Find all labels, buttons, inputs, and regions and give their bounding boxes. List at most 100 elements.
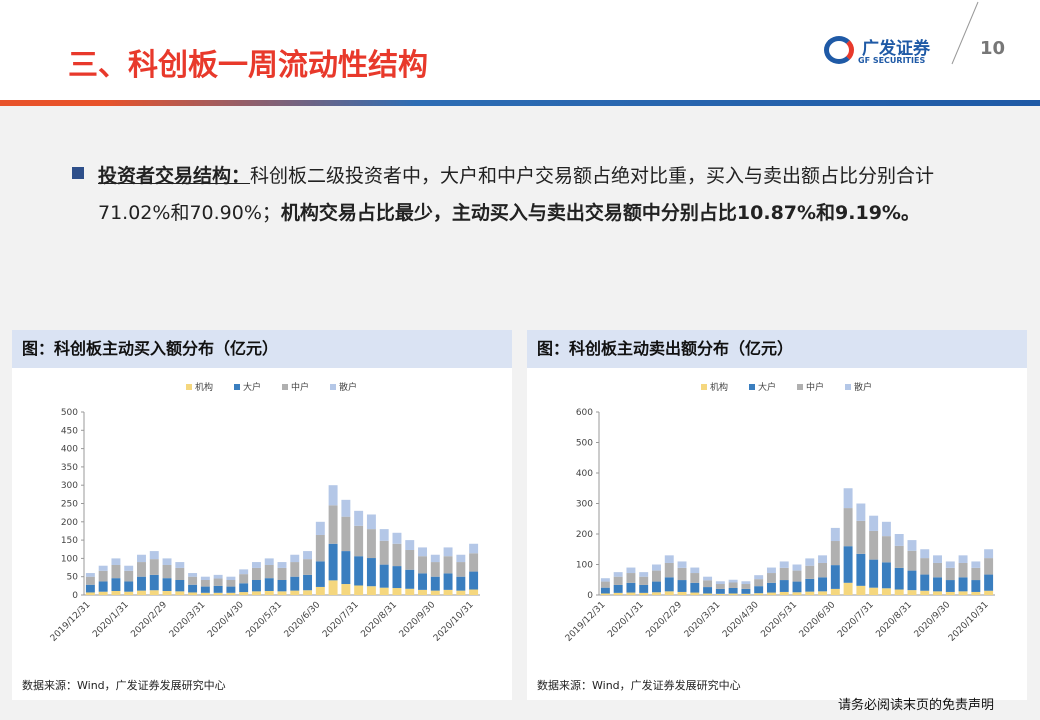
bar-segment xyxy=(418,573,427,590)
bar-segment xyxy=(881,521,891,537)
source-note: 数据来源：Wind，广发证券发展研究中心 xyxy=(537,679,741,692)
bar-segment xyxy=(907,550,917,571)
bar-segment xyxy=(754,575,764,580)
bar-segment xyxy=(613,592,623,595)
bar-segment xyxy=(418,547,427,557)
x-tick-label: 2020/8/31 xyxy=(359,600,399,640)
bar-segment xyxy=(188,592,198,595)
bar-segment xyxy=(984,574,994,591)
text-segment: 机构交易占比最少，主动买入与卖出交易额中分别占比10.87%和9.19%。 xyxy=(280,202,920,224)
bar-segment xyxy=(303,559,313,575)
bar-segment xyxy=(600,578,610,582)
x-tick-label: 2020/4/30 xyxy=(721,600,761,640)
bar-segment xyxy=(175,562,185,568)
bar-segment xyxy=(652,592,661,595)
x-tick-label: 2020/4/30 xyxy=(206,600,246,640)
y-tick-label: 400 xyxy=(576,469,593,479)
x-tick-label: 2020/1/31 xyxy=(606,600,646,640)
bar-segment xyxy=(945,591,955,595)
bar-segment xyxy=(754,586,764,594)
y-tick-label: 0 xyxy=(587,591,593,601)
bar-segment xyxy=(290,562,300,577)
bar-segment xyxy=(188,573,198,577)
bar-segment xyxy=(469,553,479,572)
chart-panel: 图：科创板主动买入额分布（亿元） 数据来源：Wind，广发证券发展研究中心 0 50 1… xyxy=(12,330,512,700)
legend-label: 机构 xyxy=(710,381,728,393)
bar-segment xyxy=(779,591,789,595)
bar-segment xyxy=(315,586,325,595)
y-tick-label: 300 xyxy=(61,481,78,491)
bar-segment xyxy=(830,588,840,595)
bar-segment xyxy=(277,579,287,592)
legend-swatch xyxy=(701,384,707,390)
bar-segment xyxy=(945,567,955,581)
bar-segment xyxy=(443,589,453,595)
bar-segment xyxy=(703,587,713,594)
bar-segment xyxy=(881,562,891,589)
bar-segment xyxy=(303,574,313,591)
bar-segment xyxy=(843,546,853,583)
bar-segment xyxy=(379,587,389,595)
y-tick-label: 600 xyxy=(576,408,593,418)
bar-segment xyxy=(766,592,776,595)
bar-segment xyxy=(843,582,853,595)
bar-segment xyxy=(149,574,159,591)
bar-segment xyxy=(85,573,95,577)
bar-segment xyxy=(984,558,994,575)
bar-segment xyxy=(792,581,802,593)
bar-segment xyxy=(315,561,325,587)
bar-segment xyxy=(162,564,172,579)
x-tick-label: 2020/9/30 xyxy=(398,600,438,640)
bar-segment xyxy=(469,543,479,554)
y-tick-label: 200 xyxy=(61,518,78,528)
x-tick-label: 2020/8/31 xyxy=(874,600,914,640)
bar-segment xyxy=(328,505,338,544)
bar-segment xyxy=(971,567,981,581)
bar-segment xyxy=(728,579,738,583)
bar-segment xyxy=(98,570,108,582)
bar-segment xyxy=(85,576,95,585)
bar-segment xyxy=(754,593,764,595)
bar-segment xyxy=(85,584,95,593)
legend-label: 机构 xyxy=(195,381,213,393)
bar-segment xyxy=(805,578,815,592)
bar-segment xyxy=(277,567,287,580)
chart-panel: 图：科创板主动卖出额分布（亿元） 数据来源：Wind，广发证券发展研究中心 0 100… xyxy=(527,330,1027,700)
bar-segment xyxy=(111,558,121,565)
bar-segment xyxy=(175,567,185,580)
bar-segment xyxy=(98,581,108,592)
x-tick-label: 2020/2/29 xyxy=(129,600,169,640)
bar-segment xyxy=(690,573,700,583)
bar-segment xyxy=(984,590,994,595)
legend-swatch xyxy=(797,384,803,390)
bar-segment xyxy=(239,583,249,593)
bar-segment xyxy=(856,585,866,595)
bar-segment xyxy=(175,591,185,595)
bar-segment xyxy=(264,558,274,565)
divider xyxy=(951,1,979,65)
bar-segment xyxy=(418,589,427,595)
bar-segment xyxy=(226,586,236,593)
bar-segment xyxy=(341,499,351,517)
bar-segment xyxy=(341,551,351,585)
legend-swatch xyxy=(282,384,288,390)
x-tick-label: 2020/10/31 xyxy=(432,600,476,644)
bar-segment xyxy=(792,592,802,595)
bar-segment xyxy=(958,555,968,563)
bar-segment xyxy=(366,529,376,559)
bar-segment xyxy=(328,543,338,581)
bar-segment xyxy=(703,580,713,588)
bar-segment xyxy=(188,584,198,593)
bar-segment xyxy=(766,582,776,593)
x-tick-label: 2019/12/31 xyxy=(49,600,93,644)
bar-segment xyxy=(226,576,236,580)
bar-segment xyxy=(677,567,687,581)
bar-segment xyxy=(945,580,955,592)
bar-segment xyxy=(958,591,968,595)
x-tick-label: 2020/3/31 xyxy=(168,600,208,640)
slide-title: 三、科创板一周流动性结构 xyxy=(68,48,428,83)
bar-segment xyxy=(664,555,674,563)
bar-segment xyxy=(98,591,108,595)
bar-segment xyxy=(869,530,879,560)
